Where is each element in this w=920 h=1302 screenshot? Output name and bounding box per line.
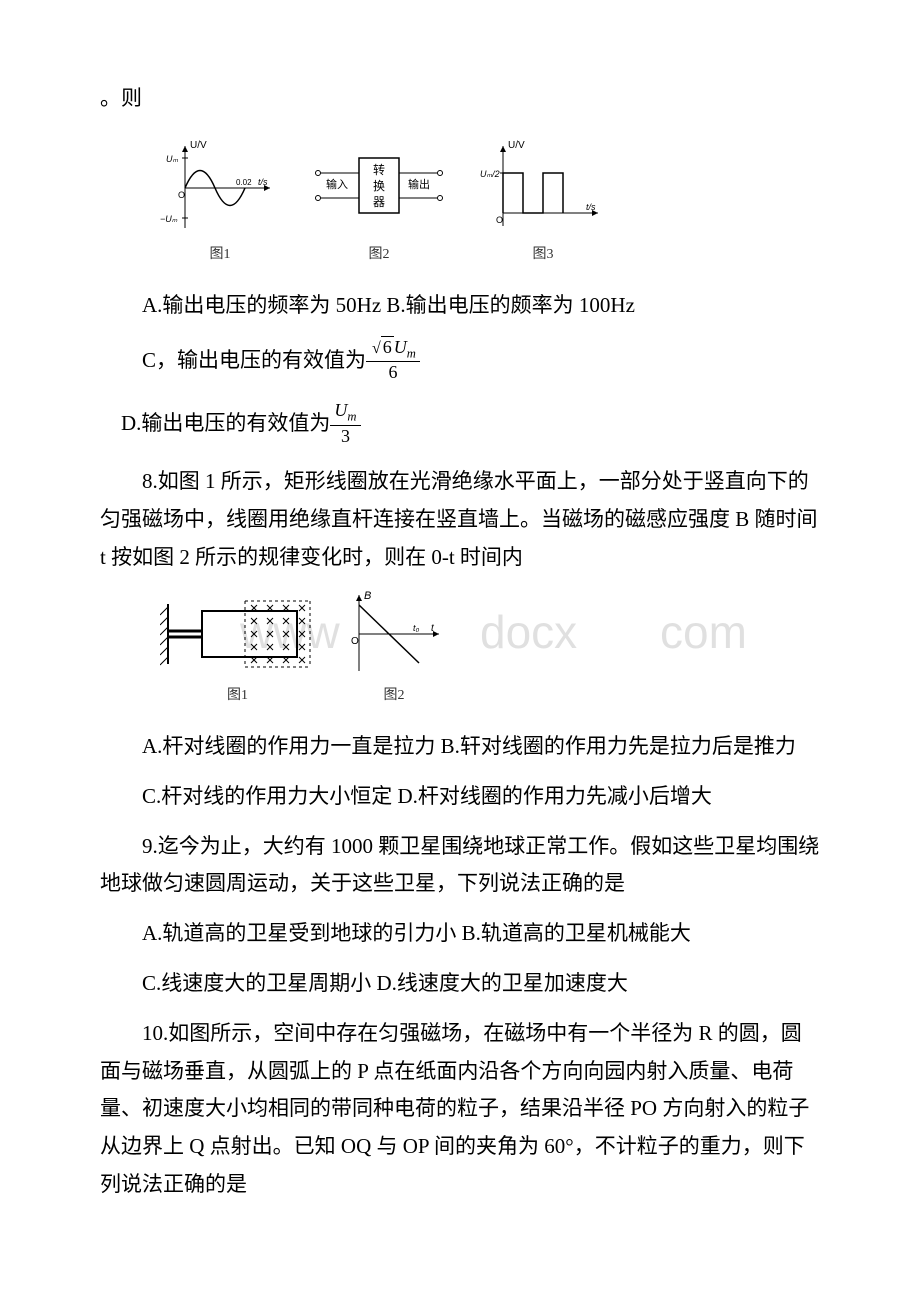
q7-fig1-umin: −Uₘ — [160, 214, 178, 224]
q7-figures: U/V Uₘ −Uₘ O 0.02 t/s 图1 转 换 器 输入 输出 图2 — [160, 138, 820, 267]
q7-option-d: D.输出电压的有效值为 Um 3 — [100, 400, 820, 447]
q7-fig1-umax: Uₘ — [166, 154, 178, 164]
q7-optc-formula: 6Um 6 — [366, 337, 420, 384]
q7-fig2-svg: 转 换 器 输入 输出 — [304, 138, 454, 238]
q7-option-c: C，输出电压的有效值为 6Um 6 — [100, 337, 820, 384]
q7-fig2-right: 输出 — [408, 177, 430, 191]
q7-fig1-xunit: t/s — [258, 177, 268, 187]
q7-fig2-box1: 转 — [373, 162, 385, 177]
q9-option-ab: A.轨道高的卫星受到地球的引力小 B.轨道高的卫星机械能大 — [100, 915, 820, 953]
q7-fig3: U/V Uₘ/2 O t/s 图3 — [478, 138, 608, 267]
q7-fig3-caption: 图3 — [533, 242, 554, 267]
q7-optc-rad: 6 — [381, 336, 394, 357]
q8-fig2-ylabel: B — [364, 590, 371, 602]
q8-fig2-caption: 图2 — [384, 683, 405, 708]
q7-fig2-box2: 换 — [373, 179, 385, 193]
q7-fig3-svg: U/V Uₘ/2 O t/s — [478, 138, 608, 238]
q7-fig3-xunit: t/s — [586, 202, 596, 212]
q7-fig2: 转 换 器 输入 输出 图2 — [304, 138, 454, 267]
q7-optd-prefix: D.输出电压的有效值为 — [121, 405, 330, 443]
q8-figures: 图1 B O t₀ t 图2 — [160, 589, 820, 708]
q9-option-cd: C.线速度大的卫星周期小 D.线速度大的卫星加速度大 — [100, 965, 820, 1003]
q7-optc-u: U — [394, 337, 407, 357]
q8-fig2: B O t₀ t 图2 — [339, 589, 449, 708]
q7-fig1-ylabel: U/V — [190, 140, 207, 151]
q7-optd-den: 3 — [337, 426, 354, 448]
q7-fig2-box3: 器 — [373, 195, 385, 209]
intro-text: 。则 — [100, 80, 820, 118]
q7-optc-prefix: C，输出电压的有效值为 — [142, 342, 366, 380]
q7-fig1-caption: 图1 — [210, 242, 231, 267]
q7-fig3-ytick: Uₘ/2 — [480, 169, 500, 179]
q8-fig1: 图1 — [160, 589, 315, 708]
q7-optd-sub: m — [347, 410, 356, 424]
q7-optd-u: U — [334, 400, 347, 420]
q7-fig1-xval: 0.02 — [236, 178, 252, 187]
q10-text: 10.如图所示，空间中存在匀强磁场，在磁场中有一个半径为 R 的圆，圆面与磁场垂… — [100, 1015, 820, 1204]
q7-option-ab: A.输出电压的频率为 50Hz B.输出电压的颇率为 100Hz — [100, 287, 820, 325]
q8-fig2-svg: B O t₀ t — [339, 589, 449, 679]
q7-optd-formula: Um 3 — [330, 400, 360, 447]
q7-fig2-left: 输入 — [326, 177, 348, 191]
q7-fig3-origin: O — [496, 215, 503, 225]
q7-fig3-ylabel: U/V — [508, 140, 525, 151]
q8-fig1-svg — [160, 589, 315, 679]
q7-optc-sub: m — [407, 346, 416, 360]
q8-fig1-caption: 图1 — [227, 683, 248, 708]
q7-fig2-caption: 图2 — [369, 242, 390, 267]
q8-text: 8.如图 1 所示，矩形线圈放在光滑绝缘水平面上，一部分处于竖直向下的匀强磁场中… — [100, 463, 820, 576]
q8-fig2-t0: t₀ — [413, 623, 420, 633]
q7-fig1-svg: U/V Uₘ −Uₘ O 0.02 t/s — [160, 138, 280, 238]
q8-option-ab: A.杆对线圈的作用力一直是拉力 B.轩对线圈的作用力先是拉力后是推力 — [100, 728, 820, 766]
q7-optc-den: 6 — [384, 362, 401, 384]
q8-fig2-origin: O — [351, 636, 359, 647]
q7-fig1-origin: O — [178, 190, 185, 200]
q7-fig1: U/V Uₘ −Uₘ O 0.02 t/s 图1 — [160, 138, 280, 267]
q9-text: 9.迄今为止，大约有 1000 颗卫星围绕地球正常工作。假如这些卫星均围绕地球做… — [100, 828, 820, 904]
q8-option-cd: C.杆对线的作用力大小恒定 D.杆对线圈的作用力先减小后增大 — [100, 778, 820, 816]
